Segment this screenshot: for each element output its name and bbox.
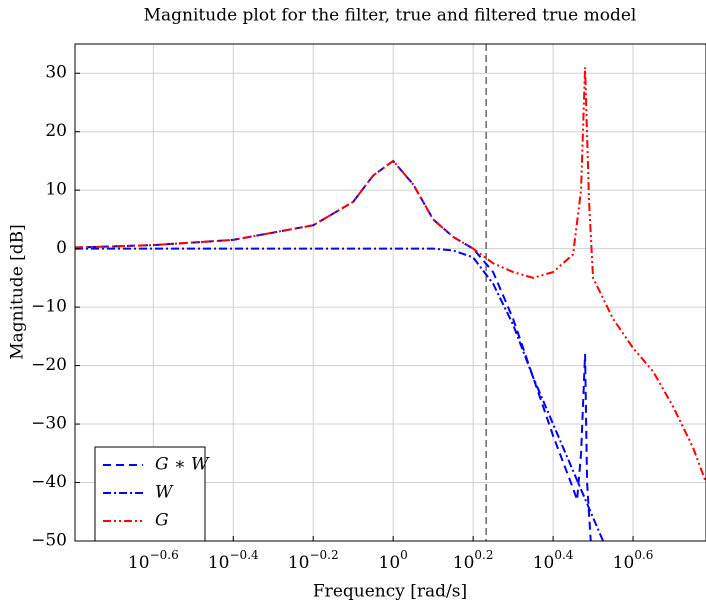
y-axis-label: Magnitude [dB] [8,224,28,360]
x-axis-label: Frequency [rad/s] [313,582,467,602]
series-line [75,67,706,483]
legend-box [94,446,206,542]
x-tick-label: 10−0.4 [208,548,259,573]
y-tick-label: 10 [45,180,67,200]
plot-area [75,44,706,541]
series-line [75,159,592,541]
x-tick-label: 100.4 [533,548,574,573]
y-tick-label: −10 [31,297,67,317]
y-tick-label: −30 [31,414,67,434]
y-tick-label: −20 [31,355,67,375]
x-tick-label: 10−0.2 [288,548,339,573]
x-tick-label: 10−0.6 [128,548,179,573]
legend: G ∗ W WG [94,446,210,542]
y-tick-label: −40 [31,472,67,492]
legend-label: G [155,511,169,531]
x-tick-label: 100.2 [453,548,494,573]
y-tick-label: 30 [45,63,67,83]
chart-title: Magnitude plot for the filter, true and … [144,6,637,26]
x-tick-label: 100.6 [613,548,654,573]
legend-label: G ∗ W [155,455,210,475]
axes-frame [74,43,706,542]
series-line [75,247,604,541]
y-tick-label: −50 [31,531,67,551]
ticks: −50 −40 −30 −20 −10 0 10 20 30 10−0.6 10−0.4 10−0.2… [31,63,653,573]
legend-label: W [155,483,174,503]
y-tick-label: 20 [45,121,67,141]
y-tick-label: 0 [56,238,67,258]
x-tick-label: 100 [379,548,408,573]
